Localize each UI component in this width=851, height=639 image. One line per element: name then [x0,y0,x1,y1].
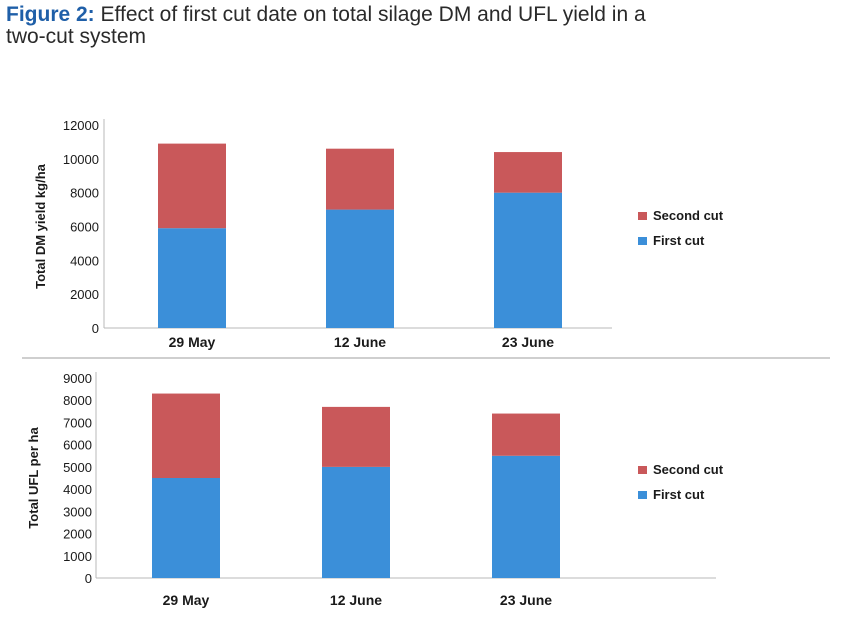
y-tick-label: 6000 [63,438,92,453]
x-category-label: 29 May [163,592,210,608]
legend-swatch [638,491,647,499]
legend-label: Second cut [653,462,724,477]
x-category-label: 12 June [330,592,382,608]
ufl-yield-chart: 9000 8000 7000 6000 5000 4000 3000 2000 1000 0 Tot… [26,371,724,608]
legend-label: First cut [653,233,705,248]
y-tick-label: 12000 [63,118,99,133]
bar-first-cut [494,192,562,328]
bar-second-cut [152,393,220,478]
x-category-label: 23 June [502,334,554,350]
bar-second-cut [326,148,394,210]
chart-divider [22,357,830,359]
figure-caption-line2: two-cut system [6,25,147,48]
y-tick-label: 1000 [63,549,92,564]
y-tick-label: 8000 [70,186,99,201]
y-axis-label: Total UFL per ha [26,427,41,529]
y-tick-label: 4000 [63,482,92,497]
y-tick-label: 9000 [63,371,92,386]
y-tick-label: 0 [92,321,99,336]
bar-first-cut [322,466,390,578]
y-tick-label: 2000 [70,287,99,302]
y-tick-label: 6000 [70,220,99,235]
figure-label: Figure 2: [6,3,95,26]
legend-swatch [638,466,647,474]
legend-swatch [638,212,647,220]
x-category-label: 23 June [500,592,552,608]
bar-first-cut [326,209,394,328]
y-tick-label: 10000 [63,152,99,167]
bar-second-cut [494,152,562,193]
bar-second-cut [322,406,390,467]
bar-first-cut [492,455,560,578]
y-tick-label: 2000 [63,527,92,542]
x-category-label: 29 May [169,334,216,350]
y-axis-label: Total DM yield kg/ha [33,163,48,288]
legend-label: First cut [653,487,705,502]
figure-caption-line1: Effect of first cut date on total silage… [100,3,646,26]
bar-second-cut [492,413,560,456]
bar-first-cut [152,478,220,578]
y-tick-label: 5000 [63,460,92,475]
y-tick-label: 4000 [70,253,99,268]
y-tick-label: 0 [85,571,92,586]
dm-yield-chart: 12000 10000 8000 6000 4000 2000 0 Total DM yiel… [33,118,724,350]
legend-label: Second cut [653,208,724,223]
y-tick-label: 7000 [63,415,92,430]
y-tick-label: 8000 [63,393,92,408]
legend-swatch [638,237,647,245]
y-tick-label: 3000 [63,504,92,519]
bar-second-cut [158,143,226,229]
figure-title: Figure 2: Effect of first cut date on to… [6,4,846,48]
x-category-label: 12 June [334,334,386,350]
bar-first-cut [158,228,226,328]
